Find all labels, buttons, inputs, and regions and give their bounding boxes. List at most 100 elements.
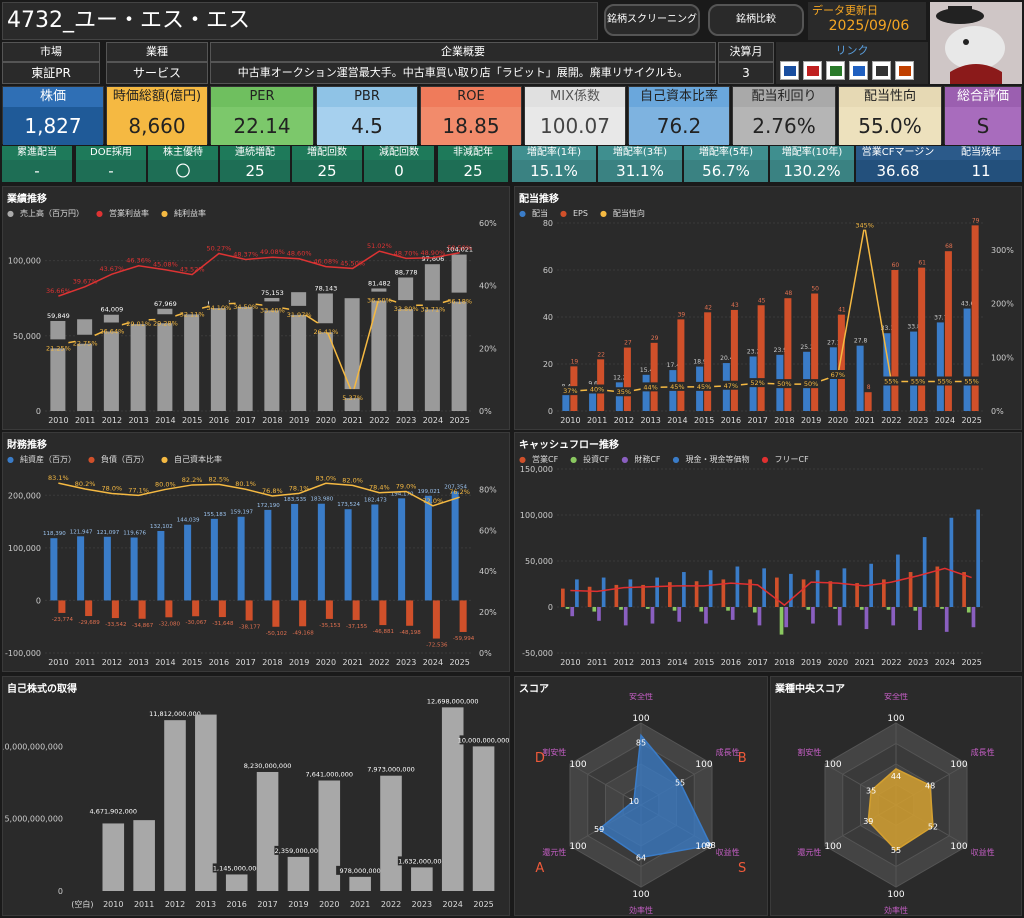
y-tick-label: 50,000: [13, 332, 41, 341]
x-tick-label: 2015: [694, 658, 714, 667]
data-label: 83.0%: [316, 474, 337, 482]
stock-link-icon[interactable]: [872, 61, 891, 80]
bar: [730, 607, 735, 620]
cashflow-panel: キャッシュフロー推移 ● 営業CF ● 投資CF ● 財務CF ● 現金・現金等価物 ● フリーC…: [514, 432, 1022, 672]
yuutai-link-icon[interactable]: [895, 61, 914, 80]
cashflow-title: キャッシュフロー推移: [519, 440, 619, 451]
bar: [411, 867, 433, 891]
bar: [801, 579, 806, 607]
stat-label: 営業CFマージン: [856, 146, 940, 160]
data-label: -37,155: [346, 624, 368, 630]
stat-value: 25: [220, 160, 290, 182]
kabutan-link-icon[interactable]: [803, 61, 822, 80]
y-tick-label: 50,000: [525, 557, 553, 566]
data-label: 159,197: [230, 510, 253, 516]
data-label: 118,390: [43, 531, 66, 537]
legend-item: ● EPS: [559, 209, 588, 218]
bar: [165, 600, 173, 618]
industry-value: サービス: [106, 62, 208, 84]
compare-button[interactable]: 銘柄比較: [708, 4, 804, 36]
y-tick-label: 20: [543, 360, 553, 369]
label-bg: [397, 856, 446, 866]
label-bg: [212, 863, 261, 873]
data-label: 50.27%: [206, 244, 231, 252]
y-tick-label: 0: [36, 407, 41, 416]
stat-label: 増配率(10年): [770, 146, 854, 160]
data-label: 50%: [804, 380, 818, 388]
label-bg: [774, 379, 795, 389]
legend-item: ● 純利益率: [160, 209, 206, 218]
x-tick-label: 2018: [262, 658, 282, 667]
y-tick-label: 60: [543, 266, 553, 275]
radar-axis-label: 割安性: [542, 747, 566, 757]
bar: [855, 583, 859, 607]
radar-max: 100: [695, 842, 712, 852]
data-label: -32,080: [159, 621, 181, 627]
stat-label: 株主優待: [148, 146, 218, 160]
x-tick-label: 2014: [667, 658, 687, 667]
x-tick-label: 2010: [560, 658, 580, 667]
radar-axis-label: 収益性: [716, 847, 740, 857]
label-bg: [613, 387, 634, 397]
x-tick-label: 2025: [473, 900, 493, 909]
label-bg: [262, 301, 283, 311]
label-bg: [720, 380, 741, 390]
data-label: 7,973,000,000: [367, 766, 415, 774]
radar-value: 98: [706, 841, 716, 850]
bar: [130, 317, 146, 411]
bar: [655, 577, 659, 607]
kpi-tile: MIX係数 100.07: [524, 86, 626, 145]
data-label: 121,097: [96, 530, 119, 536]
data-label: 104,021: [446, 246, 473, 254]
data-label: 43.67%: [99, 265, 124, 273]
legend-item: ● 現金・現金等価物: [672, 455, 750, 464]
radar-axis-label: 効率性: [629, 905, 653, 915]
data-label: -38,177: [239, 624, 261, 630]
data-label: 119,676: [123, 531, 146, 537]
y2-tick-label: 80%: [479, 485, 497, 494]
data-label: 33.80%: [394, 305, 419, 313]
data-label: 79: [972, 217, 980, 224]
bar: [318, 780, 341, 891]
chart-link-icon[interactable]: [826, 61, 845, 80]
bar: [398, 277, 414, 411]
label-bg: [560, 386, 581, 396]
stat-value: 130.2%: [770, 160, 854, 182]
bar: [344, 509, 352, 601]
data-label: 31.97%: [287, 311, 312, 319]
data-label: 78.1%: [289, 484, 310, 492]
x-tick-label: 2010: [48, 416, 68, 425]
data-label: 5.37%: [342, 394, 363, 402]
bar: [424, 495, 432, 601]
x-tick-label: 2020: [319, 900, 339, 909]
data-label: 46.08%: [313, 258, 338, 266]
data-label: 50%: [777, 380, 791, 388]
data-label: 36.50%: [367, 297, 392, 305]
legend-item: ● 負債（百万）: [87, 455, 149, 464]
data-label: 19: [571, 358, 579, 365]
bar: [963, 308, 971, 411]
screening-button[interactable]: 銘柄スクリーニング: [604, 4, 700, 36]
data-label: 23.9: [774, 347, 788, 354]
x-tick-label: 2022: [881, 416, 901, 425]
series-line: [58, 250, 460, 297]
data-label: 8: [867, 384, 871, 391]
data-label: 45.50%: [340, 259, 365, 267]
data-label: 52%: [750, 379, 764, 387]
trend-link-icon[interactable]: [849, 61, 868, 80]
bar: [971, 225, 979, 411]
data-label: 80.0%: [155, 480, 176, 488]
kpi-value: 100.07: [525, 107, 625, 145]
data-label: -23,774: [52, 617, 74, 623]
bar: [587, 586, 592, 607]
stat-label: 非減配年: [438, 146, 508, 160]
bar: [58, 600, 66, 613]
x-tick-label: 2021: [342, 416, 362, 425]
x-tick-label: 2018: [262, 416, 282, 425]
IR-link-icon[interactable]: [780, 61, 799, 80]
stat-value: 11: [940, 160, 1022, 182]
label-bg: [89, 806, 138, 816]
bar: [913, 607, 918, 611]
bar: [752, 607, 757, 613]
kpi-label: 自己資本比率: [629, 87, 729, 107]
